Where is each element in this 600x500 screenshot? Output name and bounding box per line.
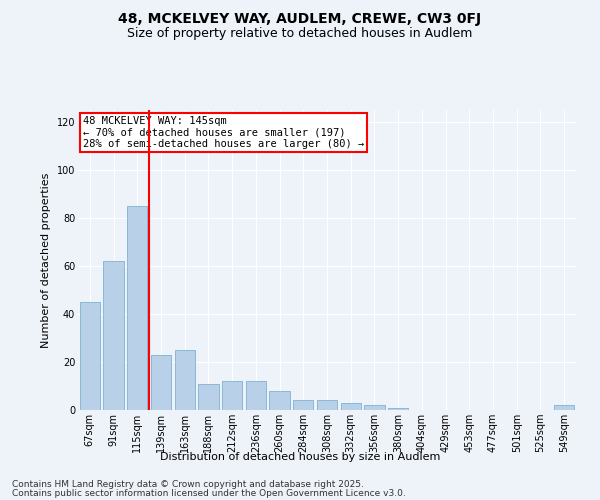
Bar [175,350,195,410]
Bar [127,206,148,410]
Bar [80,302,100,410]
Bar [364,405,385,410]
Text: 48, MCKELVEY WAY, AUDLEM, CREWE, CW3 0FJ: 48, MCKELVEY WAY, AUDLEM, CREWE, CW3 0FJ [118,12,482,26]
Y-axis label: Number of detached properties: Number of detached properties [41,172,51,348]
Bar [269,391,290,410]
Bar [388,408,408,410]
Bar [103,261,124,410]
Bar [199,384,218,410]
Bar [341,403,361,410]
Bar [246,381,266,410]
Bar [222,381,242,410]
Text: Distribution of detached houses by size in Audlem: Distribution of detached houses by size … [160,452,440,462]
Bar [554,405,574,410]
Bar [293,400,313,410]
Text: Contains HM Land Registry data © Crown copyright and database right 2025.: Contains HM Land Registry data © Crown c… [12,480,364,489]
Bar [151,355,171,410]
Bar [317,400,337,410]
Text: Size of property relative to detached houses in Audlem: Size of property relative to detached ho… [127,28,473,40]
Text: Contains public sector information licensed under the Open Government Licence v3: Contains public sector information licen… [12,488,406,498]
Text: 48 MCKELVEY WAY: 145sqm
← 70% of detached houses are smaller (197)
28% of semi-d: 48 MCKELVEY WAY: 145sqm ← 70% of detache… [83,116,364,149]
